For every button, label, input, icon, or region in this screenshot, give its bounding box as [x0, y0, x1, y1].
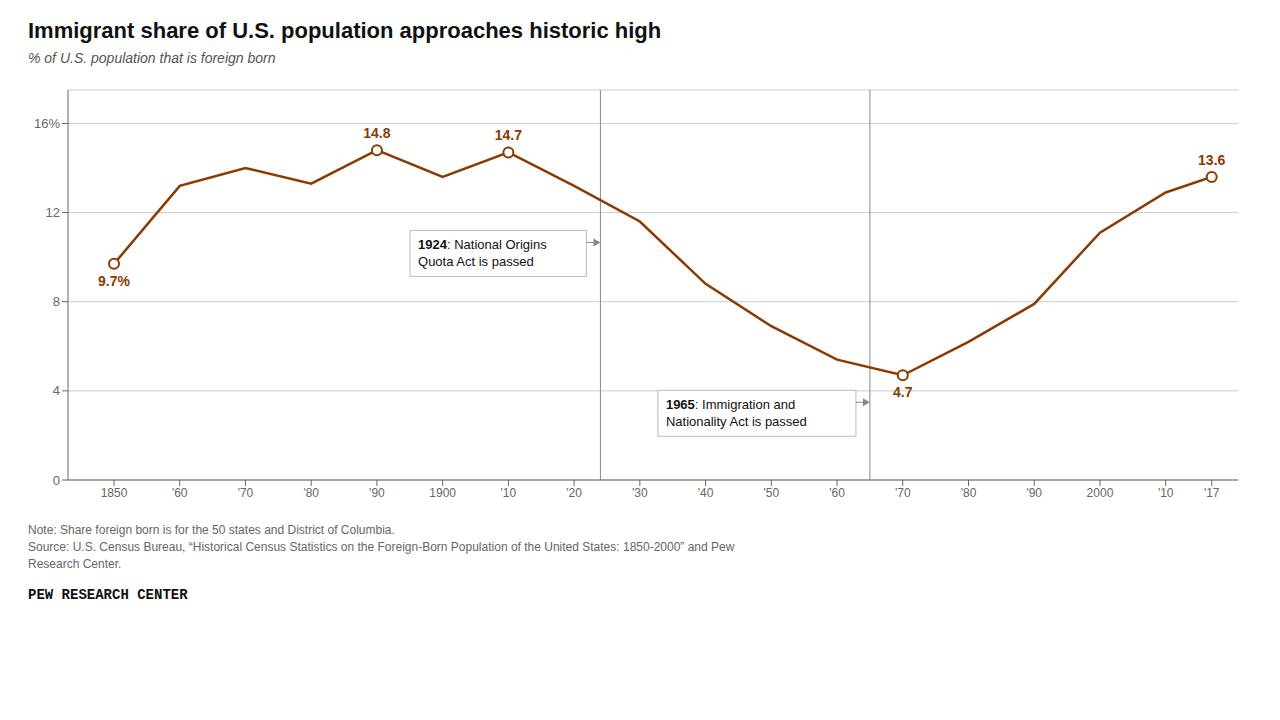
- svg-text:'70: '70: [238, 486, 254, 500]
- svg-text:4: 4: [53, 383, 60, 398]
- svg-text:9.7%: 9.7%: [98, 273, 130, 289]
- svg-text:4.7: 4.7: [893, 384, 913, 400]
- html-text:PEW RESEARCH CENTER: PEW RESEARCH CENTER: [28, 587, 188, 603]
- svg-text:'40: '40: [698, 486, 714, 500]
- svg-text:1965: Immigration and: 1965: Immigration and: [666, 397, 795, 412]
- svg-text:'20: '20: [566, 486, 582, 500]
- svg-text:2000: 2000: [1087, 486, 1114, 500]
- svg-text:16%: 16%: [34, 116, 60, 131]
- svg-text:Nationality Act is passed: Nationality Act is passed: [666, 414, 807, 429]
- svg-text:'90: '90: [1026, 486, 1042, 500]
- svg-text:'80: '80: [303, 486, 319, 500]
- svg-text:'50: '50: [763, 486, 779, 500]
- svg-text:1850: 1850: [101, 486, 128, 500]
- html-text:Immigrant share of U.S. popula: Immigrant share of U.S. population appro…: [28, 18, 662, 43]
- svg-text:0: 0: [53, 473, 60, 488]
- svg-text:'10: '10: [1158, 486, 1174, 500]
- html-text:Note: Share foreign born is fo: Note: Share foreign born is for the 50 s…: [28, 523, 395, 537]
- svg-text:'90: '90: [369, 486, 385, 500]
- html-text:Research Center.: Research Center.: [28, 557, 122, 571]
- svg-text:'60: '60: [829, 486, 845, 500]
- svg-text:14.8: 14.8: [363, 125, 390, 141]
- svg-text:12: 12: [46, 205, 60, 220]
- svg-text:'17: '17: [1204, 486, 1220, 500]
- svg-text:8: 8: [53, 294, 60, 309]
- html-text:% of U.S. population that is f: % of U.S. population that is foreign bor…: [28, 50, 276, 66]
- svg-text:Quota Act is passed: Quota Act is passed: [418, 254, 534, 269]
- svg-text:'70: '70: [895, 486, 911, 500]
- svg-text:'80: '80: [961, 486, 977, 500]
- svg-text:1924: National Origins: 1924: National Origins: [418, 237, 547, 252]
- svg-text:13.6: 13.6: [1198, 152, 1225, 168]
- html-text:Source: U.S. Census Bureau, “H: Source: U.S. Census Bureau, “Historical …: [28, 540, 735, 554]
- svg-text:1900: 1900: [429, 486, 456, 500]
- svg-text:'30: '30: [632, 486, 648, 500]
- svg-text:'60: '60: [172, 486, 188, 500]
- svg-text:14.7: 14.7: [495, 127, 522, 143]
- svg-text:'10: '10: [501, 486, 517, 500]
